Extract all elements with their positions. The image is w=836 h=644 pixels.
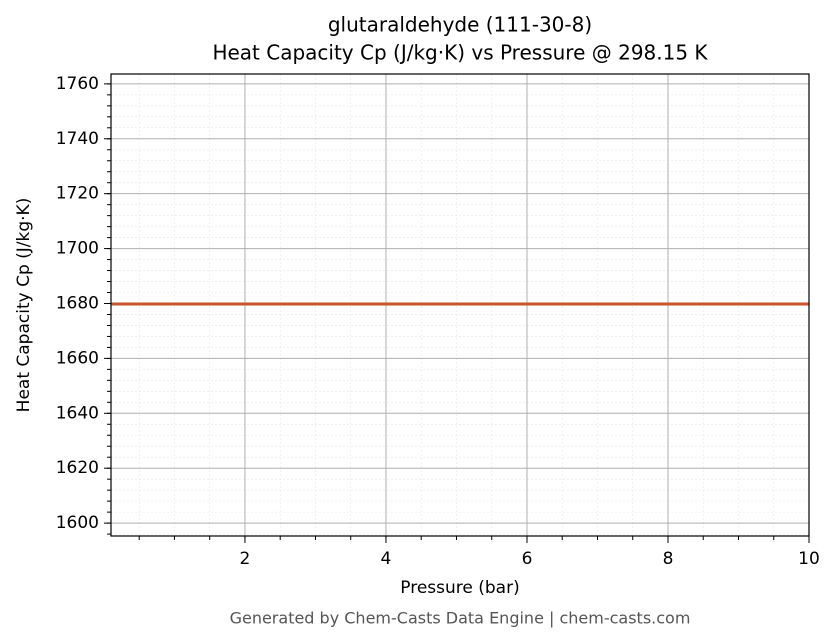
plot-frame [110,73,810,537]
y-tick-label: 1720 [56,184,99,204]
x-tick-label: 6 [522,549,533,569]
y-axis-label: Heat Capacity Cp (J/kg·K) [14,198,34,413]
x-tick-label: 2 [240,549,251,569]
y-tick-label: 1600 [56,513,99,533]
x-axis-label: Pressure (bar) [400,578,519,598]
y-tick-label: 1620 [56,458,99,478]
y-tick-label: 1700 [56,239,99,259]
y-tick-label: 1760 [56,74,99,94]
x-tick-label: 8 [663,549,674,569]
y-tick-label: 1660 [56,348,99,368]
chart-subtitle: Heat Capacity Cp (J/kg·K) vs Pressure @ … [212,41,708,65]
y-tick-label: 1680 [56,293,99,313]
chart-title: glutaraldehyde (111-30-8) [328,13,592,37]
x-tick-label: 10 [798,549,820,569]
y-tick-label: 1740 [56,129,99,149]
x-tick-label: 4 [381,549,392,569]
footer: Generated by Chem-Casts Data Engine | ch… [230,609,691,628]
y-tick-label: 1640 [56,403,99,423]
